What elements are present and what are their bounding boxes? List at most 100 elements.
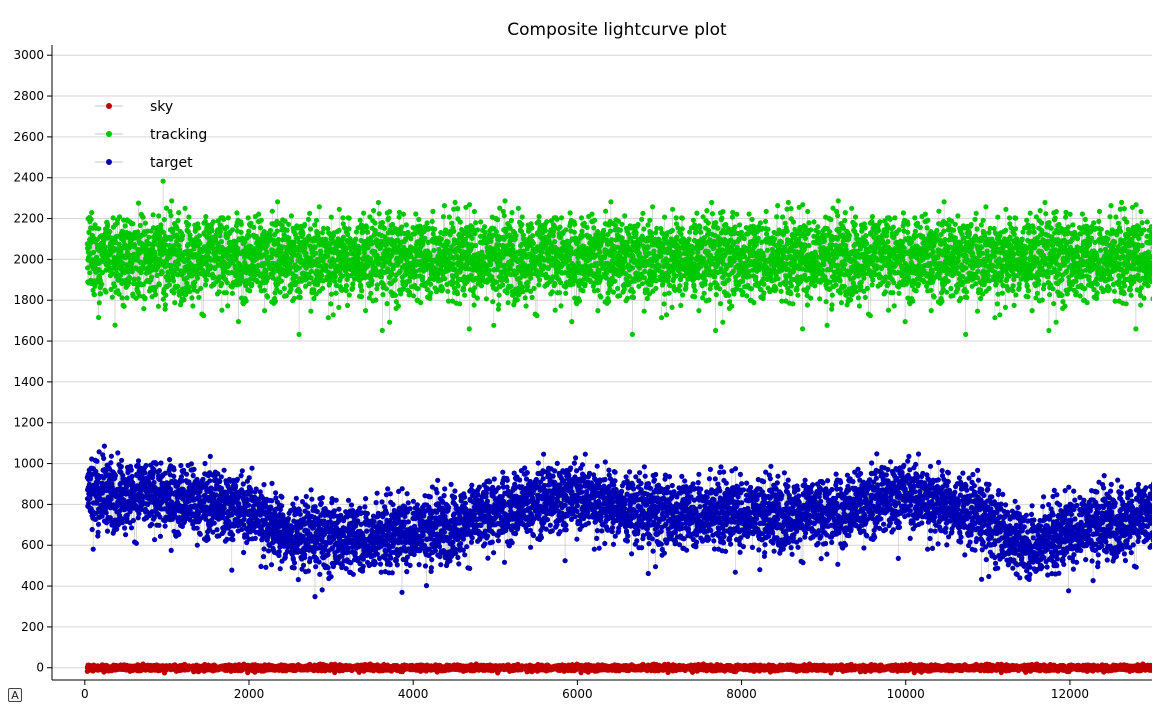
data-point-tracking (330, 312, 336, 318)
data-point-tracking (630, 294, 637, 301)
data-point-tracking (608, 199, 614, 205)
data-point-tracking (737, 222, 743, 228)
data-point-tracking (876, 228, 882, 234)
data-point-tracking (612, 278, 618, 284)
data-point-tracking (713, 220, 719, 226)
data-point-tracking (473, 242, 479, 249)
data-point-tracking (554, 216, 560, 222)
data-point-tracking (536, 214, 542, 220)
data-point-tracking (121, 237, 127, 243)
data-point-tracking (491, 322, 497, 328)
data-point-tracking (422, 235, 428, 241)
data-point-tracking (169, 198, 175, 204)
data-point-tracking (508, 283, 514, 289)
data-point-tracking (713, 327, 719, 334)
data-point-tracking (251, 224, 257, 230)
data-point-tracking (461, 287, 467, 293)
data-point-tracking (316, 204, 322, 210)
data-point-tracking (829, 302, 835, 308)
data-point-tracking (496, 302, 502, 308)
data-point-tracking (325, 253, 331, 259)
data-point-tracking (346, 292, 352, 298)
data-point-tracking (606, 298, 612, 304)
data-point-tracking (196, 233, 202, 239)
data-point-tracking (141, 306, 147, 312)
data-point-tracking (772, 236, 778, 242)
data-point-tracking (396, 214, 402, 220)
data-point-tracking (802, 235, 809, 241)
data-point-tracking (357, 217, 363, 223)
data-point-tracking (112, 283, 118, 289)
data-point-tracking (124, 295, 130, 301)
data-point-tracking (103, 289, 109, 295)
data-point-tracking (646, 250, 652, 256)
data-point-tracking (761, 281, 767, 287)
data-point-tracking (441, 203, 447, 209)
data-point-tracking (592, 217, 598, 223)
data-point-tracking (702, 278, 708, 284)
data-point-tracking (380, 292, 386, 298)
data-point-tracking (346, 226, 352, 232)
data-point-tracking (578, 215, 585, 221)
data-point-tracking (833, 282, 839, 288)
data-point-tracking (656, 262, 662, 268)
data-point-tracking (757, 220, 764, 226)
series-tracking (84, 178, 1152, 337)
data-point-tracking (715, 225, 721, 231)
data-point-tracking (591, 225, 597, 231)
data-point-tracking (856, 303, 863, 309)
data-point-tracking (827, 229, 833, 235)
data-point-tracking (805, 208, 811, 215)
data-point-tracking (147, 241, 153, 247)
data-point-tracking (640, 210, 646, 216)
data-point-tracking (642, 268, 648, 274)
data-point-tracking (254, 279, 260, 285)
data-point-tracking (679, 226, 685, 232)
data-point-tracking (677, 283, 683, 289)
data-point-tracking (306, 281, 312, 287)
data-point-tracking (90, 287, 96, 293)
data-point-tracking (333, 290, 339, 296)
data-point-tracking (343, 283, 350, 289)
data-point-tracking (371, 208, 377, 214)
data-point-tracking (449, 220, 455, 226)
data-point-tracking (243, 298, 249, 304)
data-point-tracking (846, 233, 852, 239)
data-point-tracking (694, 210, 700, 216)
data-point-tracking (420, 274, 426, 280)
data-point-tracking (428, 290, 434, 296)
data-point-tracking (110, 215, 116, 221)
data-point-tracking (175, 261, 181, 267)
data-point-tracking (269, 208, 275, 214)
data-point-tracking (673, 215, 679, 221)
data-point-tracking (210, 219, 216, 225)
data-point-tracking (544, 219, 550, 225)
data-point-tracking (855, 295, 862, 301)
data-point-tracking (670, 206, 676, 212)
data-point-tracking (457, 301, 463, 307)
data-point-tracking (225, 215, 231, 221)
data-point-tracking (109, 294, 115, 300)
data-point-tracking (650, 204, 656, 210)
data-point-tracking (219, 307, 225, 313)
data-point-tracking (563, 290, 569, 296)
data-point-tracking (630, 289, 636, 295)
data-point-tracking (311, 295, 317, 302)
data-point-tracking (552, 239, 558, 245)
data-point-tracking (661, 301, 667, 307)
data-point-tracking (837, 290, 844, 296)
data-point-tracking (369, 278, 375, 284)
data-point-tracking (569, 319, 575, 325)
data-point-tracking (103, 267, 109, 273)
data-point-tracking (751, 300, 757, 306)
data-point-tracking (653, 285, 659, 291)
data-point-tracking (811, 219, 817, 225)
data-point-tracking (589, 211, 595, 217)
data-point-tracking (196, 294, 202, 300)
data-point-tracking (610, 289, 617, 295)
data-point-tracking (413, 211, 419, 217)
data-point-tracking (522, 295, 528, 301)
data-point-tracking (186, 214, 192, 220)
data-point-tracking (130, 221, 136, 227)
data-point-tracking (288, 258, 295, 264)
